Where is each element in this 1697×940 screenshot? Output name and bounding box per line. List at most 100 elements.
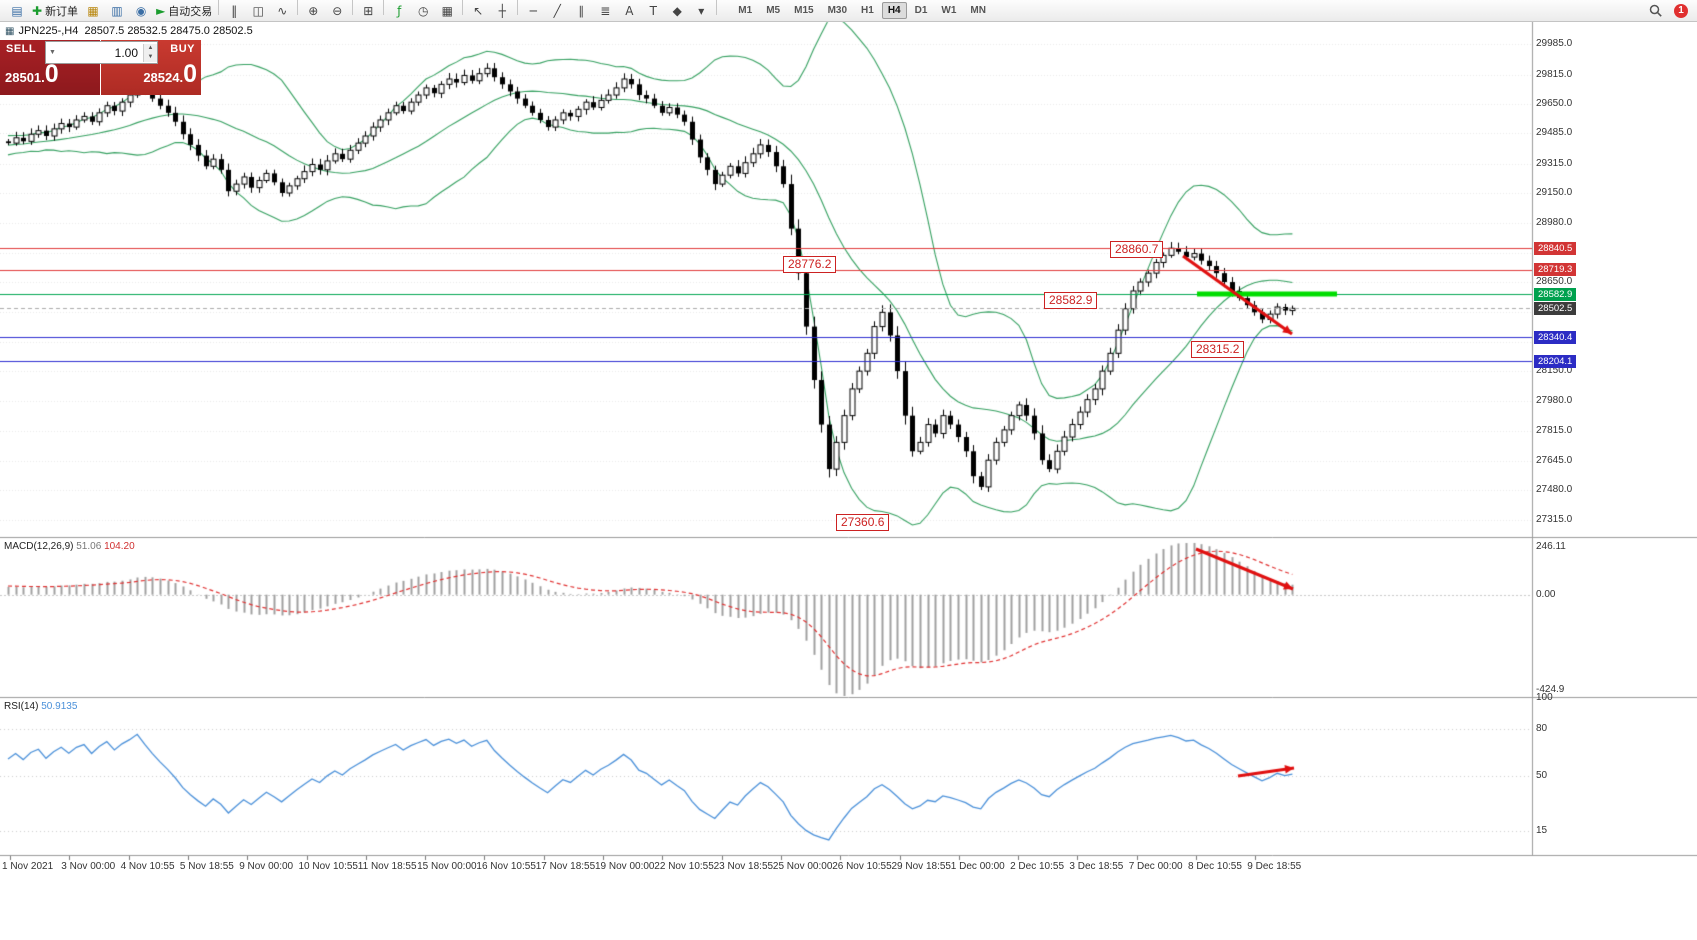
trendline-icon[interactable]: ╱ <box>545 2 569 21</box>
autotrade-icon: ► <box>156 4 166 19</box>
clock-icon[interactable]: ◷ <box>411 2 435 21</box>
toolbar-separator <box>462 0 464 16</box>
line-chart-icon: ∿ <box>277 4 288 19</box>
navigator-icon[interactable]: ◉ <box>129 2 153 21</box>
toolbar-separator <box>517 0 519 16</box>
buy-price-main: 28524. <box>143 70 184 85</box>
channel-icon[interactable]: ∥ <box>569 2 593 21</box>
rsi-name: RSI(14) <box>4 701 39 712</box>
toolbar-separator <box>383 0 385 16</box>
macd-signal-value: 104.20 <box>104 541 135 552</box>
shapes-dropdown-icon[interactable]: ▾ <box>689 2 713 21</box>
volume-input[interactable] <box>58 44 140 61</box>
bar-chart-icon: ‖ <box>231 4 238 19</box>
timeframe-mn[interactable]: MN <box>970 5 986 16</box>
new-order-icon: ✚ <box>32 4 43 19</box>
profiles-icon[interactable]: ▥ <box>105 2 129 21</box>
shapes-icon[interactable]: ◆ <box>665 2 689 21</box>
buy-label: BUY <box>170 43 195 55</box>
new-order-button-label: 新订单 <box>45 5 79 19</box>
timeframe-group: M1 M5 M15 M30 H1 H4 D1 W1 MN <box>731 2 993 19</box>
timeframe-m15[interactable]: M15 <box>794 5 814 16</box>
timeframe-h4[interactable]: H4 <box>881 2 907 19</box>
volume-dropdown-icon[interactable]: ▼ <box>49 49 56 56</box>
fibonacci-icon[interactable]: ≣ <box>593 2 617 21</box>
chart-grid-icon: ▦ <box>441 4 453 19</box>
clock-icon: ◷ <box>418 4 429 19</box>
trendline-icon: ╱ <box>553 4 561 19</box>
chart-template-icon[interactable]: ▦ <box>81 2 105 21</box>
crosshair-icon[interactable]: ┼ <box>490 2 514 21</box>
indicators-icon[interactable]: ƒ <box>387 2 411 21</box>
shapes-icon: ◆ <box>672 4 682 19</box>
cursor-icon[interactable]: ↖ <box>466 2 490 21</box>
sell-price-frac: 0 <box>44 60 59 88</box>
crosshair-icon: ┼ <box>498 4 506 19</box>
text-icon: A <box>625 4 634 19</box>
candlestick-chart-icon[interactable]: ◫ <box>246 2 270 21</box>
macd-name: MACD(12,26,9) <box>4 541 74 552</box>
fibonacci-icon: ≣ <box>600 4 611 19</box>
zoom-in-icon[interactable]: ⊕ <box>301 2 325 21</box>
chart-icon: ▦ <box>5 26 15 37</box>
timeframe-d1[interactable]: D1 <box>914 5 928 16</box>
volume-steppers: ▲ ▼ <box>143 43 157 62</box>
sell-price: 28501.0 <box>5 61 59 91</box>
tile-windows-icon[interactable]: ⊞ <box>356 2 380 21</box>
toolbar-separator <box>218 0 220 16</box>
search-icon[interactable] <box>1643 1 1667 20</box>
volume-control: ▼ ▲▼ <box>45 41 158 64</box>
chart-template-icon: ▦ <box>87 4 99 19</box>
timeframe-h1[interactable]: H1 <box>861 5 874 16</box>
autotrade-button-label: 自动交易 <box>168 5 213 19</box>
shapes-dropdown-icon: ▾ <box>698 4 705 19</box>
label-icon[interactable]: T <box>641 2 665 21</box>
symbol-name: JPN225-,H4 <box>18 25 79 37</box>
toolbar-separator <box>716 0 718 16</box>
zoom-out-icon: ⊖ <box>332 4 343 19</box>
tile-windows-icon: ⊞ <box>363 4 374 19</box>
channel-icon: ∥ <box>578 4 585 19</box>
profiles-icon: ▥ <box>111 4 123 19</box>
horizontal-line-icon: ─ <box>529 4 537 19</box>
zoom-in-icon: ⊕ <box>308 4 319 19</box>
rsi-header: RSI(14) 50.9135 <box>4 701 77 712</box>
volume-down-button[interactable]: ▼ <box>144 52 157 62</box>
timeframe-m5[interactable]: M5 <box>766 5 781 16</box>
bar-chart-icon[interactable]: ‖ <box>222 2 246 21</box>
timeframe-m1[interactable]: M1 <box>738 5 753 16</box>
chart-symbol-line: ▦ JPN225-,H4 28507.5 28532.5 28475.0 2850… <box>5 25 253 37</box>
charts-grid-icon[interactable]: ▤ <box>5 2 29 21</box>
line-chart-icon[interactable]: ∿ <box>270 2 294 21</box>
symbol-ohlc: 28507.5 28532.5 28475.0 28502.5 <box>84 25 253 37</box>
charts-grid-icon: ▤ <box>11 4 23 19</box>
candlestick-chart-icon: ◫ <box>252 4 264 19</box>
timeframe-w1[interactable]: W1 <box>941 5 957 16</box>
toolbar-left-group: ▤ ✚ 新订单 ▦ ▥ ◉ ► 自动交易 ‖ ◫ ∿ ⊕ ⊖ ⊞ ƒ ◷ ▦ ↖ ┼ ─ ╱ ∥ ≣ A T ◆ ▾ <box>5 0 720 21</box>
chart-grid-icon[interactable]: ▦ <box>435 2 459 21</box>
zoom-out-icon[interactable]: ⊖ <box>325 2 349 21</box>
one-click-trading-panel: SELL 28501.0 BUY 28524.0 ▼ ▲▼ <box>0 40 201 95</box>
cursor-icon: ↖ <box>473 4 484 19</box>
buy-price: 28524.0 <box>143 61 197 91</box>
toolbar-separator <box>297 0 299 16</box>
sell-label: SELL <box>6 43 37 55</box>
text-icon[interactable]: A <box>617 2 641 21</box>
indicators-icon: ƒ <box>397 4 402 19</box>
volume-up-button[interactable]: ▲ <box>144 43 157 53</box>
toolbar-right-group: 1 <box>1643 1 1692 20</box>
timeframe-m30[interactable]: M30 <box>827 5 848 16</box>
buy-price-frac: 0 <box>183 60 197 88</box>
toolbar-separator <box>352 0 354 16</box>
navigator-icon: ◉ <box>135 4 147 19</box>
macd-value: 51.06 <box>76 541 102 552</box>
notification-badge[interactable]: 1 <box>1674 3 1688 18</box>
autotrade-button[interactable]: ► 自动交易 <box>153 2 215 21</box>
new-order-button[interactable]: ✚ 新订单 <box>29 2 81 21</box>
horizontal-line-icon[interactable]: ─ <box>521 2 545 21</box>
macd-header: MACD(12,26,9) 51.06 104.20 <box>4 541 135 552</box>
toolbar: ▤ ✚ 新订单 ▦ ▥ ◉ ► 自动交易 ‖ ◫ ∿ ⊕ ⊖ ⊞ ƒ ◷ ▦ ↖ ┼ ─ ╱ ∥ ≣ A T ◆ ▾ M1 M5 M15… <box>0 0 1697 22</box>
rsi-value: 50.9135 <box>41 701 78 712</box>
